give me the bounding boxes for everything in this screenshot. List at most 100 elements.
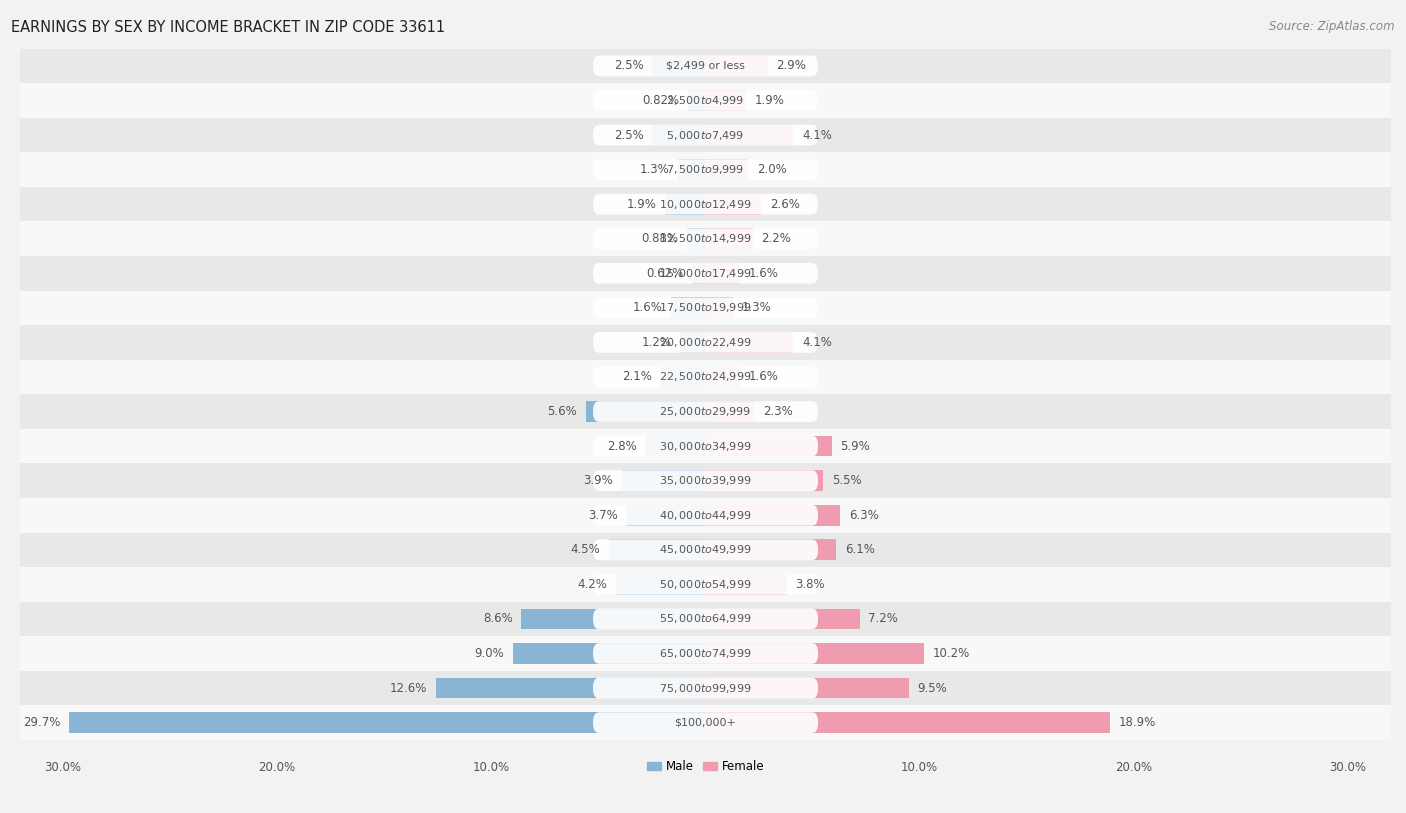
Text: $5,000 to $7,499: $5,000 to $7,499 (666, 128, 745, 141)
Text: 4.1%: 4.1% (801, 336, 832, 349)
Bar (616, 574, 706, 595)
Bar (706, 228, 752, 249)
Text: 4.5%: 4.5% (571, 543, 600, 556)
Text: 20.0%: 20.0% (1115, 761, 1153, 774)
Bar (692, 263, 706, 284)
Bar (706, 298, 734, 318)
Bar (706, 367, 740, 387)
Bar (706, 401, 755, 422)
Text: 3.7%: 3.7% (588, 509, 617, 522)
Bar (652, 55, 706, 76)
Text: 3.9%: 3.9% (583, 474, 613, 487)
Text: 20.0%: 20.0% (259, 761, 295, 774)
Text: 1.6%: 1.6% (633, 302, 662, 315)
Bar (522, 609, 706, 629)
Text: 1.2%: 1.2% (641, 336, 671, 349)
FancyBboxPatch shape (593, 401, 818, 422)
FancyBboxPatch shape (593, 55, 818, 76)
FancyBboxPatch shape (593, 643, 818, 664)
Bar (681, 332, 706, 353)
FancyBboxPatch shape (593, 298, 818, 318)
Text: 1.9%: 1.9% (626, 198, 657, 211)
Text: 2.5%: 2.5% (613, 59, 644, 72)
FancyBboxPatch shape (593, 124, 818, 146)
Text: $100,000+: $100,000+ (675, 718, 737, 728)
Text: 2.6%: 2.6% (769, 198, 800, 211)
Text: 1.6%: 1.6% (748, 371, 779, 384)
FancyBboxPatch shape (593, 159, 818, 180)
Text: 0.82%: 0.82% (643, 94, 679, 107)
Bar (706, 263, 740, 284)
Text: $15,000 to $17,499: $15,000 to $17,499 (659, 267, 752, 280)
FancyBboxPatch shape (593, 193, 818, 215)
Text: $2,499 or less: $2,499 or less (666, 61, 745, 71)
FancyBboxPatch shape (593, 332, 818, 353)
Text: $35,000 to $39,999: $35,000 to $39,999 (659, 474, 752, 487)
Bar (20, 290, 1391, 325)
FancyBboxPatch shape (593, 540, 818, 560)
Text: 1.3%: 1.3% (742, 302, 772, 315)
Text: EARNINGS BY SEX BY INCOME BRACKET IN ZIP CODE 33611: EARNINGS BY SEX BY INCOME BRACKET IN ZIP… (11, 20, 446, 35)
Text: 5.9%: 5.9% (841, 440, 870, 453)
Bar (20, 359, 1391, 394)
FancyBboxPatch shape (593, 228, 818, 249)
Text: $40,000 to $44,999: $40,000 to $44,999 (659, 509, 752, 522)
Bar (585, 401, 706, 422)
Text: 18.9%: 18.9% (1119, 716, 1156, 729)
Text: 10.2%: 10.2% (932, 647, 970, 660)
Bar (20, 533, 1391, 567)
Text: 4.1%: 4.1% (801, 128, 832, 141)
Bar (706, 609, 859, 629)
FancyBboxPatch shape (593, 678, 818, 698)
Text: 10.0%: 10.0% (472, 761, 510, 774)
Bar (436, 678, 706, 698)
FancyBboxPatch shape (593, 609, 818, 629)
FancyBboxPatch shape (593, 712, 818, 733)
Text: 8.6%: 8.6% (484, 612, 513, 625)
Text: 6.1%: 6.1% (845, 543, 875, 556)
Bar (20, 49, 1391, 83)
Text: $65,000 to $74,999: $65,000 to $74,999 (659, 647, 752, 660)
Text: 0.62%: 0.62% (647, 267, 683, 280)
Bar (706, 90, 747, 111)
Bar (20, 637, 1391, 671)
Text: 2.2%: 2.2% (761, 233, 792, 246)
Bar (20, 428, 1391, 463)
Text: $25,000 to $29,999: $25,000 to $29,999 (659, 405, 752, 418)
Bar (20, 152, 1391, 187)
Text: $7,500 to $9,999: $7,500 to $9,999 (666, 163, 745, 176)
Legend: Male, Female: Male, Female (643, 755, 769, 778)
Bar (706, 678, 910, 698)
Bar (69, 712, 706, 733)
Bar (20, 498, 1391, 533)
Text: 5.5%: 5.5% (832, 474, 862, 487)
Bar (20, 118, 1391, 152)
FancyBboxPatch shape (593, 505, 818, 526)
Bar (706, 159, 748, 180)
Bar (678, 159, 706, 180)
Bar (706, 712, 1111, 733)
Bar (706, 55, 768, 76)
Text: $75,000 to $99,999: $75,000 to $99,999 (659, 681, 752, 694)
Bar (645, 436, 706, 456)
Text: 30.0%: 30.0% (45, 761, 82, 774)
Text: 12.6%: 12.6% (389, 681, 427, 694)
Text: 1.6%: 1.6% (748, 267, 779, 280)
Bar (609, 540, 706, 560)
Text: $2,500 to $4,999: $2,500 to $4,999 (666, 94, 745, 107)
Bar (20, 567, 1391, 602)
Text: $12,500 to $14,999: $12,500 to $14,999 (659, 233, 752, 246)
Bar (706, 436, 832, 456)
Text: 0.88%: 0.88% (641, 233, 678, 246)
Text: 6.3%: 6.3% (849, 509, 879, 522)
Text: Source: ZipAtlas.com: Source: ZipAtlas.com (1270, 20, 1395, 33)
Text: $20,000 to $22,499: $20,000 to $22,499 (659, 336, 752, 349)
Bar (513, 643, 706, 664)
Bar (671, 298, 706, 318)
Bar (20, 463, 1391, 498)
Bar (688, 90, 706, 111)
Bar (665, 193, 706, 215)
Bar (20, 706, 1391, 740)
FancyBboxPatch shape (593, 263, 818, 284)
Text: 9.5%: 9.5% (918, 681, 948, 694)
